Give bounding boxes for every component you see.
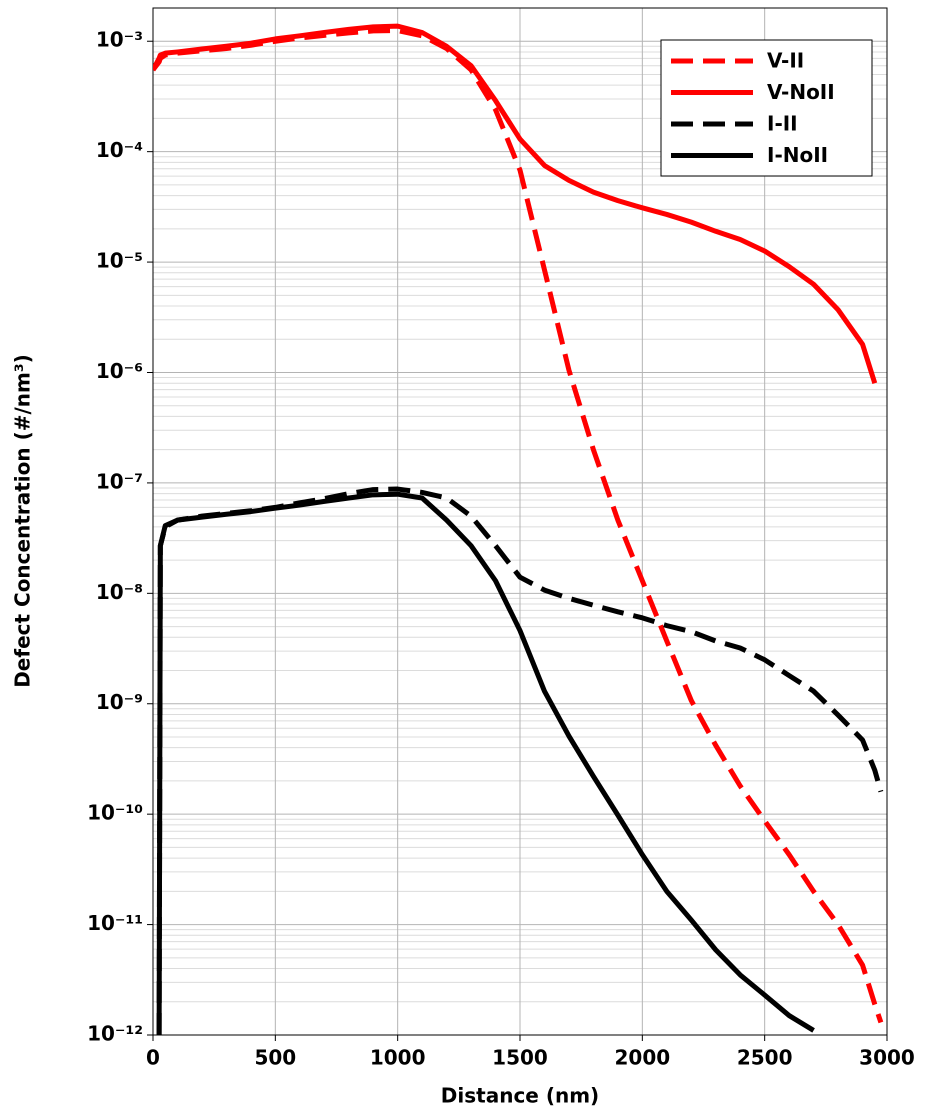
legend-label: I-NoII <box>767 143 828 167</box>
x-tick-label: 1000 <box>370 1046 426 1070</box>
y-tick-label: 10⁻⁷ <box>96 469 143 493</box>
y-tick-label: 10⁻¹¹ <box>87 911 143 935</box>
x-axis-label: Distance (nm) <box>441 1084 599 1108</box>
plot-area <box>153 23 884 1035</box>
legend-label: I-II <box>767 112 798 136</box>
y-tick-label: 10⁻⁸ <box>96 580 143 604</box>
legend-label: V-II <box>767 49 804 73</box>
x-tick-label: 0 <box>146 1046 160 1070</box>
x-tick-label: 1500 <box>492 1046 548 1070</box>
legend-label: V-NoII <box>767 80 835 104</box>
x-tick-label: 2000 <box>614 1046 670 1070</box>
y-tick-label: 10⁻¹² <box>87 1022 143 1046</box>
x-tick-label: 500 <box>254 1046 296 1070</box>
plot-frame <box>152 7 888 1036</box>
data-line <box>156 491 815 1035</box>
x-tick-label: 2500 <box>737 1046 793 1070</box>
y-tick-label: 10⁻⁴ <box>96 138 143 162</box>
y-tick-label: 10⁻⁹ <box>96 690 143 714</box>
x-tick-label: 3000 <box>859 1046 915 1070</box>
data-line <box>153 23 878 384</box>
y-axis-label: Defect Concentration (#/nm³) <box>11 354 35 688</box>
y-tick-label: 10⁻⁵ <box>96 249 143 273</box>
y-tick-label: 10⁻⁶ <box>96 359 143 383</box>
y-tick-label: 10⁻¹⁰ <box>87 801 143 825</box>
y-tick-label: 10⁻³ <box>96 28 143 52</box>
